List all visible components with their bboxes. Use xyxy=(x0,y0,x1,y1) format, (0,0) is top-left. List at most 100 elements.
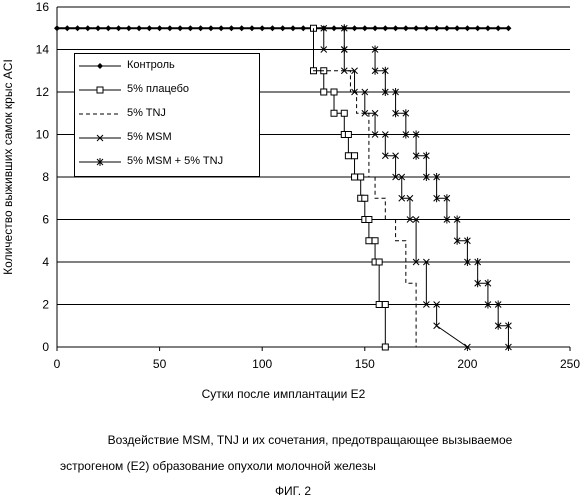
diamond-marker xyxy=(495,25,501,31)
diamond-marker xyxy=(105,25,111,31)
diamond-marker xyxy=(269,25,275,31)
series-3 xyxy=(321,25,471,350)
x-axis-title: Сутки после имплантации E2 xyxy=(202,387,366,401)
y-axis-title: Количество выживших самок крыс ACI xyxy=(1,59,15,275)
diamond-marker xyxy=(97,63,103,69)
square-marker xyxy=(321,89,327,95)
diamond-marker xyxy=(300,25,306,31)
y-tick-label: 10 xyxy=(36,128,50,142)
legend-marker-diamond-icon xyxy=(75,56,125,76)
diamond-marker xyxy=(259,25,265,31)
series-line xyxy=(314,28,386,347)
diamond-marker xyxy=(167,25,173,31)
legend-item-msm-tnj: 5% MSM + 5% TNJ xyxy=(75,152,261,172)
square-marker xyxy=(331,110,337,116)
square-marker xyxy=(341,110,347,116)
legend-marker-x-icon xyxy=(75,128,125,148)
series-0 xyxy=(54,25,511,31)
legend-label: 5% TNJ xyxy=(127,107,166,119)
diamond-marker xyxy=(95,25,101,31)
x-tick-label: 100 xyxy=(252,357,272,371)
diamond-marker xyxy=(352,25,358,31)
legend-label: 5% плацебо xyxy=(127,83,189,95)
diamond-marker xyxy=(126,25,132,31)
square-marker xyxy=(382,302,388,308)
diamond-marker xyxy=(444,25,450,31)
diamond-marker xyxy=(187,25,193,31)
diamond-marker xyxy=(454,25,460,31)
diamond-marker xyxy=(382,25,388,31)
diamond-marker xyxy=(218,25,224,31)
x-tick-label: 150 xyxy=(355,357,375,371)
caption-line-1: Воздействие MSM, TNJ и их сочетания, пре… xyxy=(60,433,560,447)
diamond-marker xyxy=(54,25,60,31)
diamond-marker xyxy=(249,25,255,31)
diamond-marker xyxy=(290,25,296,31)
square-marker xyxy=(358,174,364,180)
legend-item-placebo: 5% плацебо xyxy=(75,80,261,100)
diamond-marker xyxy=(85,25,91,31)
square-marker xyxy=(345,153,351,159)
x-tick-label: 50 xyxy=(153,357,167,371)
diamond-marker xyxy=(280,25,286,31)
diamond-marker xyxy=(157,25,163,31)
diamond-marker xyxy=(505,25,511,31)
x-tick-label: 0 xyxy=(54,357,61,371)
diamond-marker xyxy=(136,25,142,31)
y-tick-label: 6 xyxy=(42,213,49,227)
legend-label: 5% MSM + 5% TNJ xyxy=(127,155,223,167)
y-tick-label: 2 xyxy=(42,298,49,312)
legend-item-msm: 5% MSM xyxy=(75,128,261,148)
caption-line-2: эстрогеном (E2) образование опухоли моло… xyxy=(60,459,500,473)
square-marker xyxy=(376,302,382,308)
legend-marker-star-icon xyxy=(75,152,125,172)
legend-marker-square-icon xyxy=(75,80,125,100)
diamond-marker xyxy=(198,25,204,31)
diamond-marker xyxy=(434,25,440,31)
diamond-marker xyxy=(228,25,234,31)
legend-label: 5% MSM xyxy=(127,131,172,143)
diamond-marker xyxy=(146,25,152,31)
square-marker xyxy=(382,344,388,350)
square-marker xyxy=(366,238,372,244)
square-marker xyxy=(331,89,337,95)
square-marker xyxy=(362,195,368,201)
diamond-marker xyxy=(239,25,245,31)
y-tick-label: 4 xyxy=(42,255,49,269)
diamond-marker xyxy=(75,25,81,31)
diamond-marker xyxy=(372,25,378,31)
series-2 xyxy=(314,28,417,347)
square-marker xyxy=(376,259,382,265)
diamond-marker xyxy=(331,25,337,31)
figure-label: ФИГ. 2 xyxy=(0,484,586,498)
square-marker xyxy=(352,153,358,159)
square-marker xyxy=(352,174,358,180)
y-tick-label: 14 xyxy=(36,43,50,57)
legend-item-control: Контроль xyxy=(75,56,261,76)
diamond-marker xyxy=(464,25,470,31)
series-line xyxy=(314,28,417,347)
diamond-marker xyxy=(485,25,491,31)
diamond-marker xyxy=(413,25,419,31)
diamond-marker xyxy=(475,25,481,31)
legend-marker-dashed-icon xyxy=(75,104,125,124)
diamond-marker xyxy=(208,25,214,31)
series-1 xyxy=(311,25,389,350)
series-line xyxy=(324,28,468,347)
diamond-marker xyxy=(116,25,122,31)
diamond-marker xyxy=(64,25,70,31)
diamond-marker xyxy=(403,25,409,31)
diamond-marker xyxy=(362,25,368,31)
square-marker xyxy=(366,217,372,223)
legend: Контроль 5% плацебо 5% TNJ 5% MSM 5% MSM… xyxy=(74,53,260,177)
y-tick-label: 0 xyxy=(42,340,49,354)
legend-label: Контроль xyxy=(127,59,175,71)
y-tick-label: 8 xyxy=(42,170,49,184)
x-tick-label: 250 xyxy=(560,357,580,371)
y-tick-label: 12 xyxy=(36,85,50,99)
diamond-marker xyxy=(423,25,429,31)
square-marker xyxy=(372,238,378,244)
legend-item-tnj: 5% TNJ xyxy=(75,104,261,124)
square-marker xyxy=(97,87,103,93)
